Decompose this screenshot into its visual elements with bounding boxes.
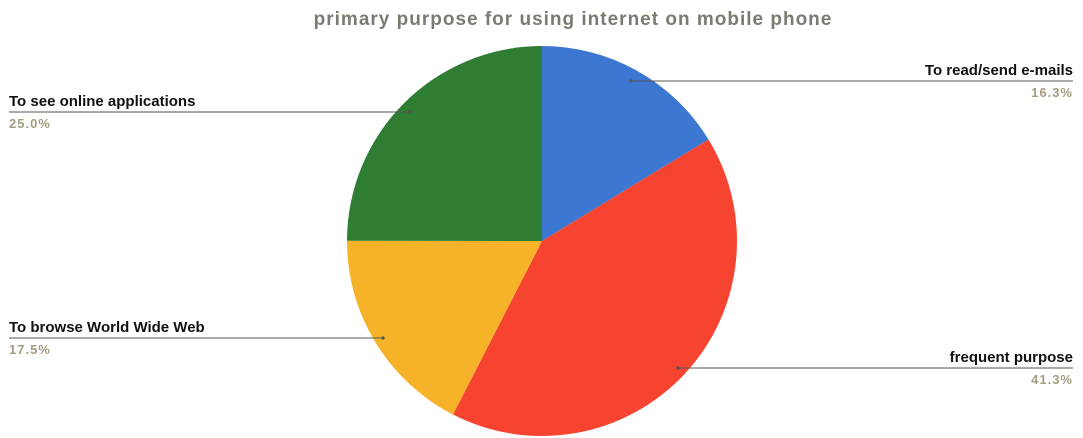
- slice-label-1: To read/send e-mails: [925, 62, 1073, 79]
- slice-value-label-2: 41.3%: [1031, 372, 1073, 387]
- pie-slice-3: [346, 240, 542, 415]
- slice-value-label-3: 17.5%: [9, 342, 51, 357]
- leader-dot-3: [381, 336, 385, 340]
- pie-slices: [346, 46, 737, 436]
- slice-label-3: To browse World Wide Web: [9, 319, 205, 336]
- leader-dot-4: [408, 110, 412, 114]
- pie-labels: To read/send e-mails 16.3% frequent purpos…: [9, 62, 1073, 387]
- leader-dot-1: [629, 79, 633, 83]
- slice-label-4: To see online applications: [9, 93, 195, 110]
- slice-value-label-4: 25.0%: [9, 116, 51, 131]
- slice-value-label-1: 16.3%: [1031, 85, 1073, 100]
- pie-slice-1: [542, 46, 709, 241]
- pie-slice-4: [347, 46, 542, 241]
- slice-label-2: frequent purpose: [950, 349, 1073, 366]
- pie-slice-2: [453, 139, 737, 436]
- chart-title: primary purpose for using internet on mo…: [314, 9, 833, 30]
- leader-dot-2: [676, 366, 680, 370]
